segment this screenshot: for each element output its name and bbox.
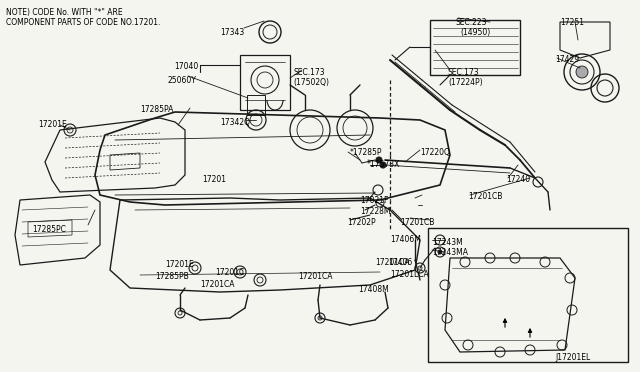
Text: 17243M: 17243M bbox=[432, 238, 463, 247]
Circle shape bbox=[576, 66, 588, 78]
Text: *17573X: *17573X bbox=[367, 160, 401, 169]
Text: 25060Y: 25060Y bbox=[168, 76, 197, 85]
Text: COMPONENT PARTS OF CODE NO.17201.: COMPONENT PARTS OF CODE NO.17201. bbox=[6, 18, 161, 27]
Text: 17021F: 17021F bbox=[360, 196, 388, 205]
Text: 17243MA: 17243MA bbox=[432, 248, 468, 257]
Text: 17285PA: 17285PA bbox=[140, 105, 173, 114]
Text: 17342Q: 17342Q bbox=[220, 118, 250, 127]
Circle shape bbox=[438, 250, 442, 254]
Text: 17201CB: 17201CB bbox=[468, 192, 502, 201]
Text: J17201EL: J17201EL bbox=[555, 353, 590, 362]
Text: 17201LCA: 17201LCA bbox=[390, 270, 429, 279]
Text: 17406M: 17406M bbox=[390, 235, 421, 244]
Text: (17502Q): (17502Q) bbox=[293, 78, 329, 87]
Text: (14950): (14950) bbox=[460, 28, 490, 37]
Text: 17201CA: 17201CA bbox=[375, 258, 410, 267]
Text: 17040: 17040 bbox=[174, 62, 198, 71]
Text: 17406: 17406 bbox=[388, 258, 412, 267]
Circle shape bbox=[376, 157, 382, 163]
Text: 17201CA: 17201CA bbox=[298, 272, 333, 281]
Text: 17343: 17343 bbox=[220, 28, 244, 37]
Text: 17201E: 17201E bbox=[38, 120, 67, 129]
Text: 17201E: 17201E bbox=[165, 260, 194, 269]
Text: *17285P: *17285P bbox=[350, 148, 383, 157]
Text: SEC.173: SEC.173 bbox=[293, 68, 324, 77]
Text: 17408M: 17408M bbox=[358, 285, 388, 294]
Circle shape bbox=[380, 162, 386, 168]
Text: (17224P): (17224P) bbox=[448, 78, 483, 87]
Text: 17220Q: 17220Q bbox=[420, 148, 450, 157]
Text: 17285PB: 17285PB bbox=[155, 272, 189, 281]
Text: 17202P: 17202P bbox=[347, 218, 376, 227]
Text: 17228M: 17228M bbox=[360, 207, 390, 216]
Text: NOTE) CODE No. WITH "*" ARE: NOTE) CODE No. WITH "*" ARE bbox=[6, 8, 123, 17]
Text: 17201CA: 17201CA bbox=[200, 280, 234, 289]
Text: 17201CB: 17201CB bbox=[400, 218, 435, 227]
Text: 17201: 17201 bbox=[202, 175, 226, 184]
Text: SEC.173: SEC.173 bbox=[448, 68, 479, 77]
Text: SEC.223: SEC.223 bbox=[456, 18, 488, 27]
Text: 17429: 17429 bbox=[555, 55, 579, 64]
Text: 17240: 17240 bbox=[506, 175, 530, 184]
Text: 17201C: 17201C bbox=[215, 268, 244, 277]
Text: 17285PC: 17285PC bbox=[32, 225, 66, 234]
Text: 17251: 17251 bbox=[560, 18, 584, 27]
